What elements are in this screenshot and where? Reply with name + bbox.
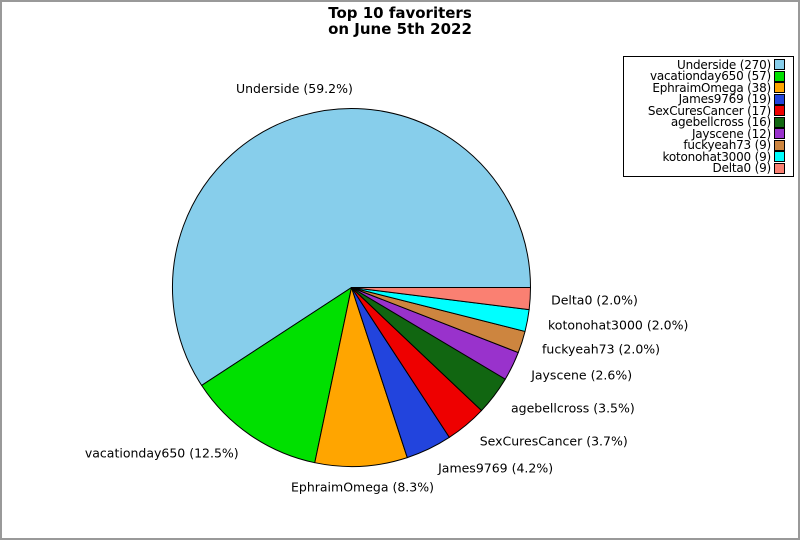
chart-title-line1: Top 10 favoriters xyxy=(328,4,472,22)
legend-swatch xyxy=(774,116,785,128)
legend-row-James9769: James9769 (19) xyxy=(626,92,785,107)
legend-label: James9769 (19) xyxy=(678,92,772,107)
slice-label-Jayscene: Jayscene (2.6%) xyxy=(531,367,633,383)
legend-label: fuckyeah73 (9) xyxy=(683,138,771,153)
chart-title-line2: on June 5th 2022 xyxy=(328,20,472,38)
slice-label-kotonohat3000: kotonohat3000 (2.0%) xyxy=(548,317,689,332)
legend-row-vacationday650: vacationday650 (57) xyxy=(626,69,785,84)
pie-slice-Underside xyxy=(172,108,531,386)
legend-label: vacationday650 (57) xyxy=(649,69,771,84)
legend-swatch xyxy=(774,82,785,94)
legend-row-fuckyeah73: fuckyeah73 (9) xyxy=(626,138,785,153)
legend-label: EphraimOmega (38) xyxy=(652,80,771,95)
pie-slice-Delta0 xyxy=(351,287,532,311)
slice-label-agebellcross: agebellcross (3.5%) xyxy=(511,400,635,416)
slice-label-Delta0: Delta0 (2.0%) xyxy=(551,292,638,308)
legend-row-EphraimOmega: EphraimOmega (38) xyxy=(626,80,785,95)
legend-row-kotonohat3000: kotonohat3000 (9) xyxy=(626,149,785,164)
legend-swatch xyxy=(774,128,785,140)
legend-label: Delta0 (9) xyxy=(712,161,772,176)
slice-label-EphraimOmega: EphraimOmega (8.3%) xyxy=(291,479,434,495)
slice-label-vacationday650: vacationday650 (12.5%) xyxy=(84,445,239,461)
legend-label: kotonohat3000 (9) xyxy=(662,149,772,164)
legend-label: Jayscene (12) xyxy=(691,126,771,141)
legend: Underside (270) vacationday650 (57) Ephrai… xyxy=(623,56,794,177)
legend-swatch xyxy=(774,139,785,151)
legend-swatch xyxy=(774,93,785,105)
legend-label: Underside (270) xyxy=(677,57,771,72)
legend-row-Underside: Underside (270) xyxy=(626,57,785,72)
slice-label-Underside: Underside (59.2%) xyxy=(235,80,353,96)
legend-swatch xyxy=(774,59,785,71)
pie-slice-vacationday650 xyxy=(201,287,352,464)
legend-label: agebellcross (16) xyxy=(670,115,771,130)
legend-swatch xyxy=(774,105,785,117)
legend-row-agebellcross: agebellcross (16) xyxy=(626,115,785,130)
slice-label-James9769: James9769 (4.2%) xyxy=(438,460,554,476)
legend-swatch xyxy=(774,70,785,82)
legend-row-Delta0: Delta0 (9) xyxy=(626,161,785,176)
legend-swatch xyxy=(774,162,785,174)
slice-label-SexCuresCancer: SexCuresCancer (3.7%) xyxy=(479,433,628,449)
legend-swatch xyxy=(774,151,785,163)
slice-label-fuckyeah73: fuckyeah73 (2.0%) xyxy=(542,341,661,356)
pie-slice-EphraimOmega xyxy=(314,287,408,467)
legend-row-Jayscene: Jayscene (12) xyxy=(626,126,785,141)
legend-row-SexCuresCancer: SexCuresCancer (17) xyxy=(626,103,785,118)
legend-label: SexCuresCancer (17) xyxy=(647,103,771,118)
chart-title: Top 10 favoriters on June 5th 2022 xyxy=(2,5,798,37)
